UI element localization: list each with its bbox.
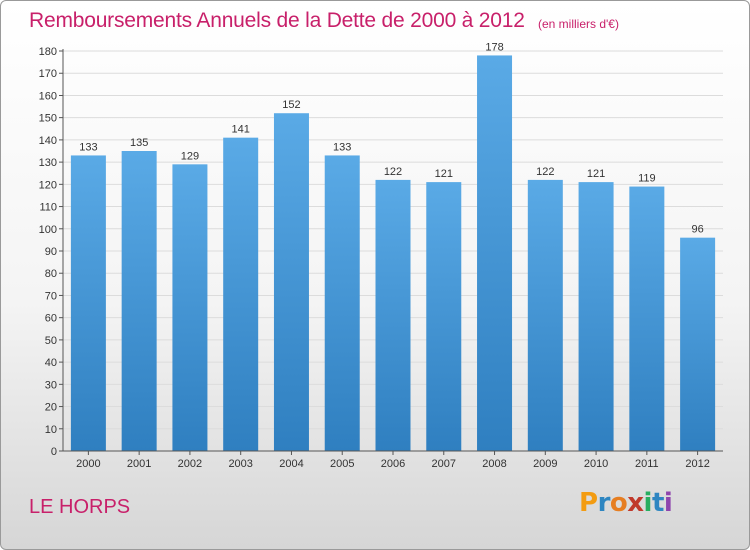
y-tick-label: 40 <box>45 357 57 369</box>
bar <box>527 179 563 451</box>
logo-letter: r <box>597 488 611 518</box>
bars <box>70 55 716 452</box>
x-tick-label: 2007 <box>432 458 456 470</box>
bar <box>70 155 106 451</box>
data-label: 133 <box>79 141 97 153</box>
bar <box>426 182 462 451</box>
x-tick-label: 2009 <box>533 458 557 470</box>
logo-letter: o <box>609 488 628 518</box>
y-tick-label: 180 <box>39 46 57 58</box>
y-tick-label: 150 <box>39 113 57 125</box>
bar <box>680 237 716 451</box>
data-label: 141 <box>232 124 250 136</box>
proxiti-logo: Proxiti <box>579 488 673 518</box>
x-tick-label: 2001 <box>127 458 151 470</box>
x-tick-label: 2011 <box>635 458 659 470</box>
data-label: 96 <box>691 224 703 236</box>
logo-letter: i <box>643 488 653 518</box>
y-tick-label: 10 <box>45 424 57 436</box>
bar <box>477 55 513 451</box>
y-tick-label: 80 <box>45 268 57 280</box>
bar <box>629 186 665 452</box>
axes: 0 10 20 30 40 50 60 70 80 90 100 110 120 130 140 150 160… <box>39 46 723 458</box>
data-label: 133 <box>333 141 351 153</box>
data-label: 135 <box>130 137 148 149</box>
x-tick-label: 2008 <box>482 458 506 470</box>
data-label: 119 <box>638 173 656 185</box>
place-name: LE HORPS <box>29 496 131 518</box>
y-tick-label: 70 <box>45 290 57 302</box>
logo-letter: P <box>579 488 598 518</box>
x-tick-label: 2004 <box>279 458 303 470</box>
logo-letter: i <box>663 488 673 518</box>
x-tick-label: 2010 <box>584 458 608 470</box>
y-tick-label: 120 <box>39 179 57 191</box>
x-tick-label: 2012 <box>685 458 709 470</box>
data-label: 152 <box>282 99 300 111</box>
x-tick-label: 2006 <box>381 458 405 470</box>
data-label: 178 <box>485 41 503 53</box>
x-tick-label: 2000 <box>76 458 100 470</box>
y-tick-label: 110 <box>39 202 57 214</box>
y-tick-label: 50 <box>45 335 57 347</box>
bar <box>324 155 360 451</box>
y-tick-label: 30 <box>45 379 57 391</box>
data-label: 122 <box>384 166 402 178</box>
y-tick-label: 130 <box>39 157 57 169</box>
y-tick-label: 20 <box>45 402 57 414</box>
data-label: 121 <box>435 168 453 180</box>
logo-letter: x <box>627 488 644 518</box>
chart-title: Remboursements Annuels de la Dette de 20… <box>29 9 525 32</box>
data-label: 129 <box>181 150 199 162</box>
bar <box>172 164 208 452</box>
bar <box>223 137 259 451</box>
chart-subtitle: (en milliers d'€) <box>538 17 619 31</box>
y-tick-label: 0 <box>51 446 57 458</box>
logo-letter: t <box>651 488 664 518</box>
y-tick-label: 170 <box>39 68 57 80</box>
bar <box>273 113 309 451</box>
bar <box>121 151 157 451</box>
y-tick-label: 160 <box>39 90 57 102</box>
y-tick-label: 90 <box>45 246 57 258</box>
x-tick-label: 2002 <box>178 458 202 470</box>
bar <box>578 182 614 451</box>
y-tick-label: 100 <box>39 224 57 236</box>
y-tick-label: 140 <box>39 135 57 147</box>
data-label: 121 <box>587 168 605 180</box>
data-label: 122 <box>536 166 554 178</box>
labels: 133 2000 135 2001 129 2002 141 2003 152 2004 133 20… <box>76 41 710 470</box>
y-tick-label: 60 <box>45 313 57 325</box>
x-tick-label: 2005 <box>330 458 354 470</box>
bar <box>375 179 411 451</box>
x-tick-label: 2003 <box>228 458 252 470</box>
